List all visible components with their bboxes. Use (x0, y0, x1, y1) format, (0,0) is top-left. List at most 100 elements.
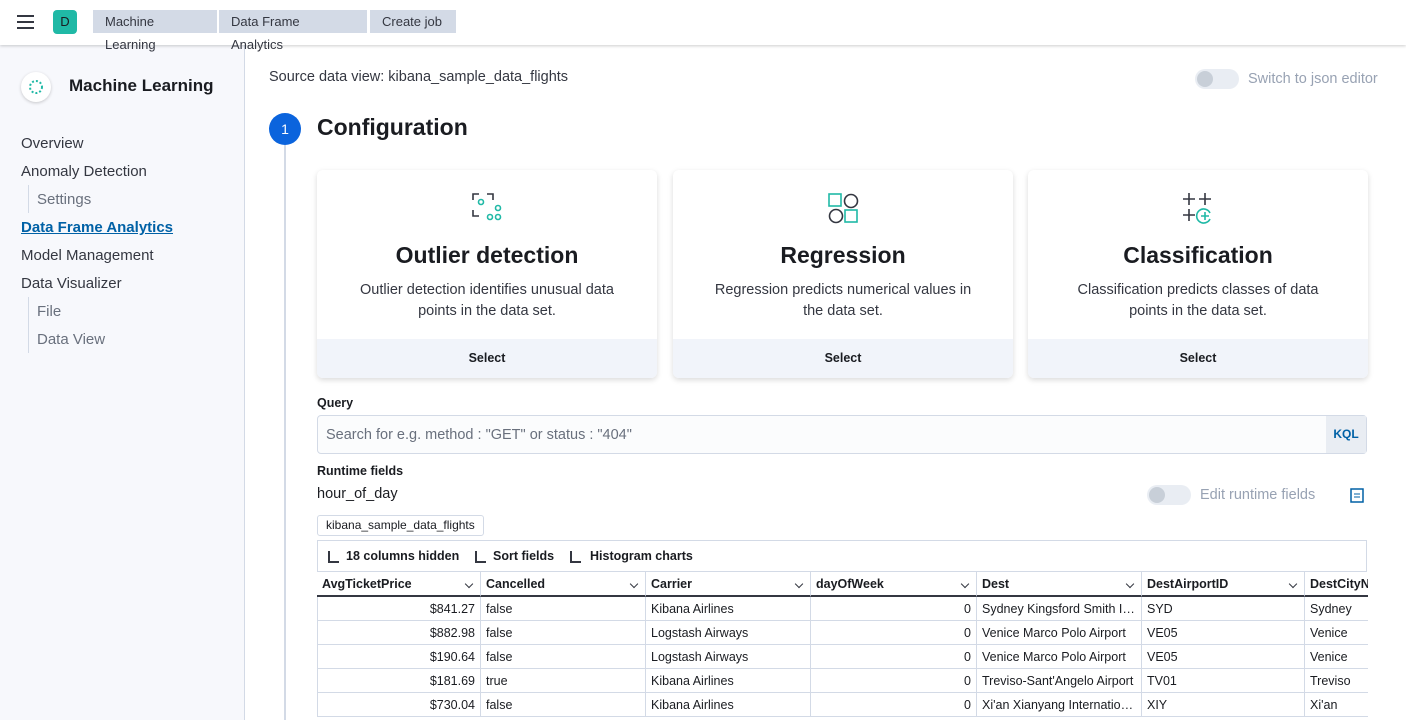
column-header[interactable]: dayOfWeek (811, 572, 977, 597)
nav-item[interactable]: Anomaly Detection (21, 163, 147, 180)
toolbar-button[interactable]: Histogram charts (590, 549, 693, 563)
table-cell: Kibana Airlines (646, 597, 811, 621)
nav-item[interactable]: Settings (37, 191, 92, 208)
header: D Machine Learning Data Frame Analytics Cr… (0, 0, 1406, 52)
table-cell: 0 (811, 669, 977, 693)
card-icon (1183, 193, 1211, 224)
kql-button[interactable]: KQL (1326, 416, 1366, 453)
nav-item[interactable]: Data Visualizer (21, 275, 122, 292)
table-cell: $841.27 (317, 597, 481, 621)
table-cell: false (481, 693, 646, 717)
table-cell: Sydney Kingsford Smith I… (977, 597, 1142, 621)
breadcrumb[interactable]: Create job (370, 10, 456, 33)
card-icon (828, 193, 859, 224)
card[interactable]: Classification Classification predicts cl… (1028, 170, 1368, 378)
step-line (284, 145, 286, 720)
table-cell: Treviso (1305, 669, 1368, 693)
menu-icon[interactable] (17, 14, 35, 30)
table-cell: $190.64 (317, 645, 481, 669)
card-button[interactable]: Select (673, 339, 1013, 378)
grid-toolbar: 18 columns hidden Sort fields Histogram ch… (317, 540, 1367, 572)
card-title: Outlier detection (395, 242, 579, 268)
card-title: Regression (780, 242, 906, 268)
table-cell: Venice Marco Polo Airport (977, 645, 1142, 669)
table-cell: 0 (811, 693, 977, 717)
table-cell: Xi'an Xianyang Internatio… (977, 693, 1142, 717)
sidebar-title: Machine Learning (69, 76, 214, 95)
nav-indent (28, 325, 29, 353)
json-switch-label: Switch to json editor (1248, 71, 1378, 87)
data-grid: AvgTicketPrice Cancelled Carrier dayOfWeek D… (317, 572, 1368, 720)
table-cell: XIY (1142, 693, 1305, 717)
nav-item[interactable]: Overview (21, 135, 84, 152)
breadcrumb[interactable]: Machine Learning (93, 10, 217, 52)
table-cell: false (481, 621, 646, 645)
table-cell: VE05 (1142, 621, 1305, 645)
runtime-field: hour_of_day (317, 486, 398, 502)
table-cell: $882.98 (317, 621, 481, 645)
table-cell: Sydney (1305, 597, 1368, 621)
column-header[interactable]: Cancelled (481, 572, 646, 597)
card-description: Regression predicts numerical values in … (714, 282, 972, 319)
nav-indent (28, 185, 29, 213)
toolbar-icon (570, 551, 581, 563)
nav-indent (28, 297, 29, 325)
column-header[interactable]: AvgTicketPrice (317, 572, 481, 597)
runtime-label: Runtime fields (317, 464, 404, 478)
card[interactable]: Regression Regression predicts numerical … (673, 170, 1013, 378)
table-cell: Xi'an (1305, 693, 1368, 717)
table-cell: SYD (1142, 597, 1305, 621)
table-cell: 0 (811, 621, 977, 645)
table-cell: false (481, 597, 646, 621)
column-header[interactable]: DestCityN (1305, 572, 1368, 597)
table-cell: VE05 (1142, 645, 1305, 669)
table-cell: true (481, 669, 646, 693)
toolbar-icon (328, 551, 339, 563)
step-number: 1 (269, 113, 301, 145)
column-header[interactable]: Carrier (646, 572, 811, 597)
query-placeholder: Search for e.g. method : "GET" or status… (326, 427, 632, 443)
column-header[interactable]: Dest (977, 572, 1142, 597)
table-cell: $730.04 (317, 693, 481, 717)
table-cell: Logstash Airways (646, 645, 811, 669)
card-description: Outlier detection identifies unusual dat… (360, 282, 614, 319)
table-cell: Kibana Airlines (646, 669, 811, 693)
table-cell: false (481, 645, 646, 669)
toolbar-button[interactable]: 18 columns hidden (346, 549, 460, 563)
nav-item[interactable]: File (37, 303, 62, 320)
table-cell: Venice (1305, 645, 1368, 669)
table-cell: 0 (811, 597, 977, 621)
step-title: Configuration (317, 114, 468, 140)
card[interactable]: Outlier detection Outlier detection ident… (317, 170, 657, 378)
table-cell: Venice (1305, 621, 1368, 645)
table-cell: 0 (811, 645, 977, 669)
json-switch[interactable] (1195, 69, 1239, 89)
runtime-switch-label: Edit runtime fields (1200, 487, 1316, 503)
table-cell: Kibana Airlines (646, 693, 811, 717)
breadcrumb[interactable]: Data Frame Analytics (219, 10, 367, 52)
nav-item[interactable]: Data Frame Analytics (21, 219, 174, 236)
ml-logo (21, 72, 51, 102)
table-cell: Venice Marco Polo Airport (977, 621, 1142, 645)
card-description: Classification predicts classes of data … (1077, 282, 1319, 319)
table-cell: Treviso-Sant'Angelo Airport (977, 669, 1142, 693)
card-title: Classification (1123, 242, 1273, 268)
column-header[interactable]: DestAirportID (1142, 572, 1305, 597)
index-badge: kibana_sample_data_flights (317, 515, 484, 536)
toolbar-button[interactable]: Sort fields (493, 549, 555, 563)
table-cell: $181.69 (317, 669, 481, 693)
nav-item[interactable]: Model Management (21, 247, 154, 264)
query-label: Query (317, 396, 354, 410)
runtime-switch[interactable] (1147, 485, 1191, 505)
copy-icon[interactable] (1350, 487, 1364, 503)
card-button[interactable]: Select (1028, 339, 1368, 378)
source: Source data view: kibana_sample_data_fli… (269, 69, 569, 85)
nav-item[interactable]: Data View (37, 331, 106, 348)
sidebar: Machine Learning Overview Anomaly Detecti… (0, 45, 245, 720)
avatar[interactable]: D (53, 10, 77, 34)
card-button[interactable]: Select (317, 339, 657, 378)
card-icon (472, 193, 502, 221)
table-cell: TV01 (1142, 669, 1305, 693)
query-input[interactable]: Search for e.g. method : "GET" or status… (317, 415, 1367, 454)
